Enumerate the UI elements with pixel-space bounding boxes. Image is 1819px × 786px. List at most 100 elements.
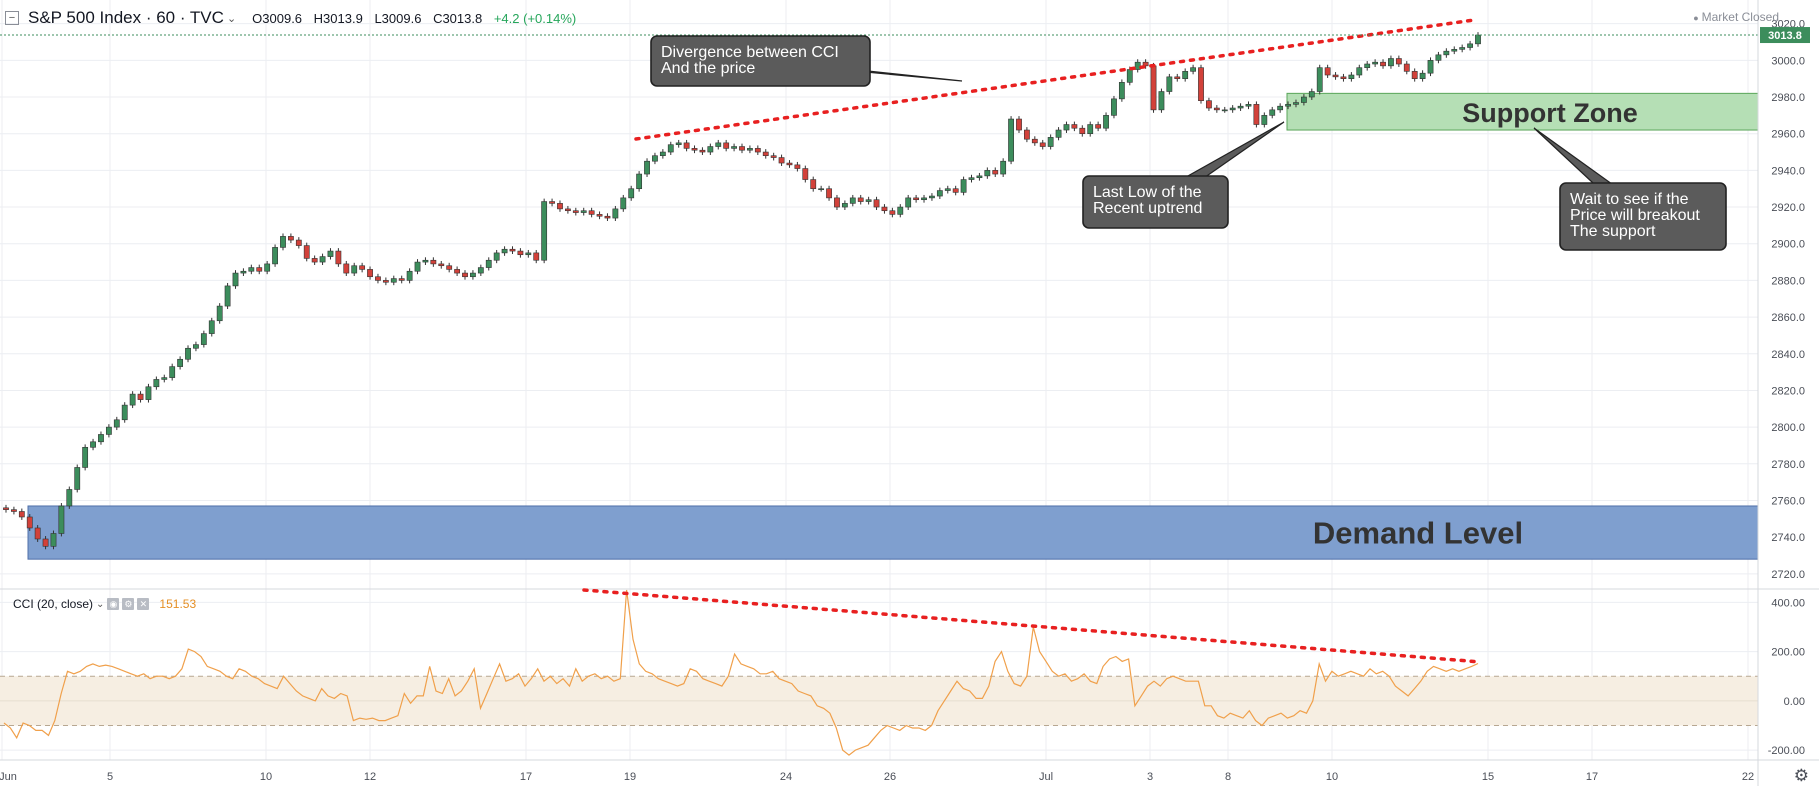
candle <box>1372 61 1379 65</box>
candle <box>1253 104 1260 125</box>
candle <box>105 426 112 435</box>
price-tick-label: 2880.0 <box>1771 275 1805 287</box>
candle <box>1008 118 1014 162</box>
market-status: ● Market Closed <box>1693 10 1779 24</box>
candle <box>1475 34 1481 45</box>
candle <box>319 256 326 263</box>
candle <box>1126 69 1133 83</box>
candle <box>1451 49 1458 52</box>
cci-tick-label: 200.00 <box>1771 647 1805 659</box>
candle <box>462 272 468 278</box>
candle <box>34 527 41 540</box>
time-tick-label: 24 <box>780 771 792 783</box>
collapse-legend-button[interactable]: − <box>5 11 19 25</box>
symbol-label[interactable]: S&P 500 Index · 60 · TVC <box>28 8 224 27</box>
demand-level-label: Demand Level <box>1313 516 1523 551</box>
candle <box>936 190 943 197</box>
candle <box>1087 124 1094 135</box>
wait-callout-text: The support <box>1570 223 1656 240</box>
price-tick-label: 2720.0 <box>1771 569 1805 581</box>
candle <box>841 203 848 208</box>
price-tick-label: 2760.0 <box>1771 495 1805 507</box>
candle <box>596 214 603 217</box>
candle <box>42 538 49 547</box>
time-tick-label: 15 <box>1482 771 1494 783</box>
demand-zone <box>27 505 1759 560</box>
candle <box>739 146 745 151</box>
time-tick-label: 22 <box>1742 771 1754 783</box>
candle <box>335 250 342 265</box>
candle <box>976 175 983 179</box>
candle <box>913 197 920 201</box>
candle <box>778 157 785 164</box>
candle <box>921 197 927 201</box>
divergence-callout-text: And the price <box>661 60 755 77</box>
candle <box>113 419 120 428</box>
time-tick-label: 10 <box>1326 771 1338 783</box>
close-icon[interactable]: ✕ <box>137 598 150 610</box>
candle <box>121 404 128 421</box>
candle <box>272 247 278 265</box>
candle <box>897 206 904 215</box>
candle <box>454 269 460 274</box>
candle <box>82 446 89 468</box>
market-status-label: Market Closed <box>1701 10 1779 24</box>
price-tick-label: 2900.0 <box>1771 239 1805 251</box>
time-tick-label: 5 <box>107 771 113 783</box>
chart-settings-gear-icon[interactable]: ⚙ <box>1793 766 1809 785</box>
cci-line <box>3 589 1479 756</box>
cci-label[interactable]: CCI (20, close) <box>13 597 94 611</box>
time-tick-label: 17 <box>1586 771 1598 783</box>
chart-header: − S&P 500 Index · 60 · TVC ⌄ O3009.6 H30… <box>0 0 1700 36</box>
candle <box>699 149 706 153</box>
price-tick-label: 2960.0 <box>1771 129 1805 141</box>
candle <box>517 250 524 256</box>
candle <box>952 188 959 193</box>
candle <box>1055 129 1062 138</box>
candle <box>1158 91 1165 111</box>
candle <box>1380 61 1386 67</box>
time-tick-label: Jun <box>0 771 17 783</box>
candle <box>652 155 658 162</box>
candle <box>612 208 619 219</box>
candle <box>1324 67 1331 76</box>
cci-divergence-line <box>582 588 1476 664</box>
candle <box>382 280 389 283</box>
candle <box>153 379 160 388</box>
candle <box>770 155 777 158</box>
candle <box>1364 63 1371 68</box>
candle <box>1403 63 1410 72</box>
candle <box>1221 109 1228 112</box>
candle <box>1356 67 1363 76</box>
candle <box>1206 100 1212 109</box>
candle <box>18 511 25 518</box>
candle <box>390 278 397 283</box>
candle <box>248 267 255 272</box>
gear-icon[interactable]: ⚙ <box>122 598 135 610</box>
candle <box>1024 129 1030 140</box>
candle <box>541 201 548 261</box>
price-tick-label: 2980.0 <box>1771 92 1805 104</box>
candle <box>264 263 271 272</box>
candle <box>564 208 571 212</box>
candle <box>145 386 152 400</box>
time-tick-label: 17 <box>520 771 532 783</box>
candle <box>849 197 856 204</box>
candle <box>747 148 753 151</box>
price-tick-label: 3000.0 <box>1771 55 1805 67</box>
candle <box>216 305 223 322</box>
candle <box>485 259 492 268</box>
candle <box>636 173 643 190</box>
candle <box>1142 61 1149 67</box>
chevron-down-icon[interactable]: ⌄ <box>96 598 105 610</box>
candle <box>1459 47 1466 50</box>
eye-icon[interactable]: ◉ <box>107 598 120 610</box>
candle <box>1095 124 1102 129</box>
candle <box>446 265 453 270</box>
candle <box>762 151 769 157</box>
chevron-down-icon[interactable]: ⌄ <box>226 12 237 25</box>
divergence-callout-box <box>650 35 871 87</box>
